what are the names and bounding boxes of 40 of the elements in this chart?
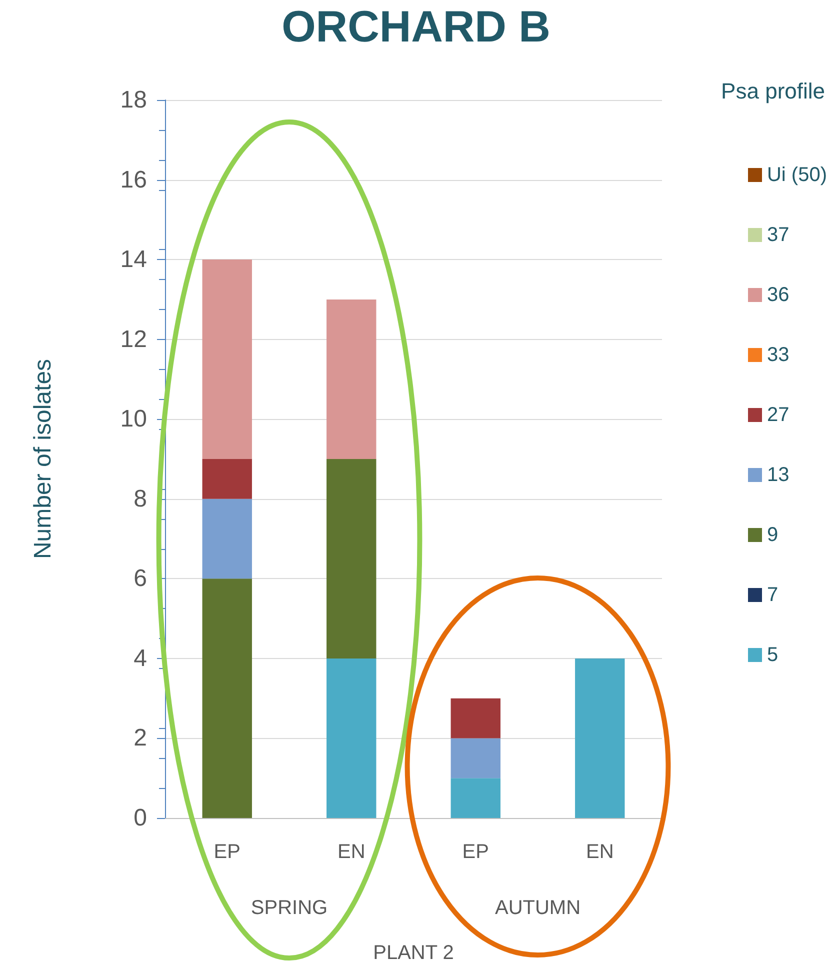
legend-label: 27 bbox=[766, 404, 790, 426]
legend-label: Ui (50) bbox=[766, 164, 828, 186]
y-axis-title: Number of isolates bbox=[30, 358, 56, 560]
text: PLANT 2 bbox=[373, 942, 454, 964]
y-tick-label: 8 bbox=[134, 485, 147, 512]
bar bbox=[202, 578, 252, 818]
y-tick-label: 12 bbox=[120, 326, 147, 353]
legend-label: 33 bbox=[766, 344, 790, 366]
y-tick-label: 16 bbox=[120, 166, 147, 194]
y-tick-label: 4 bbox=[134, 644, 147, 672]
y-tick-label: 0 bbox=[134, 804, 147, 832]
bar bbox=[326, 658, 376, 818]
bar bbox=[450, 698, 500, 738]
y-tick-label: 14 bbox=[120, 246, 147, 274]
legend-label: 7 bbox=[766, 584, 778, 606]
bar bbox=[202, 260, 252, 459]
bar bbox=[450, 778, 500, 818]
y-tick-label: 10 bbox=[120, 406, 147, 433]
legend-label: 13 bbox=[766, 464, 790, 486]
x-tick-label: EN bbox=[337, 841, 366, 863]
y-tick-label: 2 bbox=[134, 724, 147, 752]
legend-label: 5 bbox=[766, 644, 778, 666]
y-tick-label: 6 bbox=[134, 565, 147, 592]
bar bbox=[326, 459, 376, 658]
x-tick-label: EP bbox=[462, 841, 489, 863]
x-tick-label: EN bbox=[586, 841, 614, 863]
legend-title: Psa profile bbox=[721, 78, 826, 104]
legend-label: 36 bbox=[766, 284, 790, 306]
bar bbox=[450, 738, 500, 778]
bar bbox=[575, 658, 625, 818]
chart-title: ORCHARD B bbox=[282, 2, 550, 52]
text: SPRING bbox=[250, 897, 328, 919]
bar bbox=[326, 299, 376, 459]
text: AUTUMN bbox=[494, 897, 581, 919]
legend-label: 9 bbox=[766, 524, 778, 546]
bar bbox=[202, 459, 252, 499]
legend-label: 37 bbox=[766, 224, 790, 246]
y-tick-label: 18 bbox=[120, 86, 147, 114]
x-tick-label: EP bbox=[214, 841, 240, 863]
bar bbox=[202, 498, 252, 579]
